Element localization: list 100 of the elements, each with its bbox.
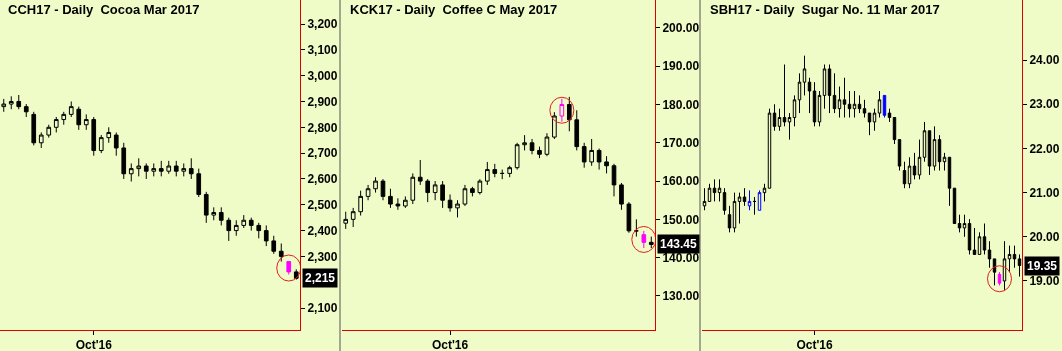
candlestick bbox=[1007, 245, 1012, 273]
candlestick bbox=[762, 183, 767, 202]
candlestick bbox=[872, 108, 877, 132]
candlestick bbox=[827, 64, 832, 114]
candlestick bbox=[1002, 240, 1007, 291]
candlestick bbox=[365, 184, 371, 201]
candlestick bbox=[972, 227, 977, 255]
annotation: 143.45 bbox=[660, 237, 698, 251]
candlestick bbox=[962, 214, 967, 238]
candlestick bbox=[278, 243, 284, 263]
candlestick bbox=[922, 121, 927, 163]
candlestick bbox=[440, 180, 445, 209]
candlestick bbox=[455, 199, 460, 218]
candlestick bbox=[218, 206, 224, 226]
candlestick bbox=[388, 188, 393, 209]
y-tick-label: 24.00 bbox=[1029, 53, 1060, 68]
candlestick bbox=[992, 258, 997, 286]
y-tick-label: 140.00 bbox=[662, 250, 700, 265]
candlestick bbox=[113, 131, 119, 157]
y-tick-label: 200.00 bbox=[662, 21, 700, 36]
candlestick bbox=[947, 156, 952, 207]
candlestick bbox=[877, 90, 882, 119]
y-tick-label: 22.00 bbox=[1029, 141, 1060, 156]
candlestick bbox=[271, 235, 277, 255]
y-tick-label: 2,900 bbox=[307, 94, 338, 109]
candlestick bbox=[196, 168, 202, 198]
candlestick bbox=[837, 86, 842, 119]
candlestick bbox=[832, 72, 837, 114]
candlestick bbox=[91, 116, 97, 157]
y-tick-label: 2,400 bbox=[307, 223, 338, 238]
candlestick bbox=[537, 146, 542, 159]
candlestick bbox=[942, 152, 947, 172]
candlestick bbox=[373, 176, 378, 194]
candlestick bbox=[425, 178, 431, 203]
chart-title: CCH17 - Daily Cocoa Mar 2017 bbox=[8, 2, 200, 17]
y-tick-label: 150.00 bbox=[662, 212, 700, 227]
y-tick-label: 180.00 bbox=[662, 97, 700, 112]
candlestick bbox=[53, 116, 59, 133]
candlestick bbox=[907, 156, 912, 189]
candlestick bbox=[604, 155, 609, 174]
annotation: 2,215 bbox=[305, 271, 336, 285]
candlestick bbox=[822, 64, 827, 110]
candlestick bbox=[529, 138, 535, 155]
candlestick bbox=[410, 172, 416, 205]
candlestick bbox=[817, 90, 822, 127]
candlestick bbox=[358, 190, 363, 217]
candlestick bbox=[772, 103, 777, 132]
candlestick bbox=[485, 161, 490, 186]
candlestick bbox=[787, 112, 792, 141]
candlestick bbox=[499, 169, 505, 180]
candlestick bbox=[256, 222, 262, 239]
candlestick bbox=[514, 142, 520, 171]
y-tick-label: 3,200 bbox=[307, 17, 338, 32]
candlestick bbox=[987, 240, 992, 269]
y-tick-label: 3,100 bbox=[307, 43, 338, 58]
candlestick bbox=[233, 219, 239, 237]
candlestick bbox=[166, 160, 172, 175]
candlestick bbox=[143, 162, 149, 180]
candlestick bbox=[38, 131, 44, 149]
candlestick bbox=[967, 218, 972, 255]
candlestick bbox=[477, 178, 483, 195]
candlestick bbox=[927, 130, 932, 176]
candlestick bbox=[937, 134, 942, 172]
candlestick bbox=[1017, 253, 1022, 278]
candlestick bbox=[263, 224, 269, 247]
y-tick-label: 170.00 bbox=[662, 136, 700, 150]
y-tick-label: 2,700 bbox=[307, 146, 338, 161]
y-tick-label: 130.00 bbox=[662, 289, 700, 304]
candlestick bbox=[98, 134, 104, 154]
candlestick bbox=[8, 95, 14, 110]
candlestick bbox=[76, 106, 82, 131]
candlestick bbox=[702, 187, 707, 211]
candlestick bbox=[732, 192, 737, 233]
candlestick bbox=[611, 163, 617, 197]
candlestick bbox=[777, 108, 782, 132]
candlestick bbox=[727, 205, 732, 233]
y-tick-label: 23.00 bbox=[1029, 97, 1060, 112]
candlestick bbox=[648, 236, 654, 249]
candlestick bbox=[747, 189, 752, 211]
candlestick bbox=[211, 206, 217, 221]
candlestick bbox=[802, 55, 807, 96]
candlestick bbox=[559, 98, 565, 123]
y-tick-label: 190.00 bbox=[662, 59, 700, 74]
chart-title: SBH17 - Daily Sugar No. 11 Mar 2017 bbox=[710, 2, 940, 17]
candlestick bbox=[83, 113, 89, 131]
candlestick bbox=[128, 162, 134, 183]
y-tick-label: 160.00 bbox=[662, 174, 700, 189]
candlestick bbox=[997, 271, 1002, 286]
candlestick bbox=[912, 152, 917, 180]
candlestick bbox=[343, 211, 349, 230]
candlestick bbox=[887, 108, 892, 123]
candlestick bbox=[248, 217, 254, 232]
candlestick bbox=[380, 178, 386, 201]
candlestick bbox=[151, 162, 157, 177]
candlestick bbox=[957, 214, 962, 233]
candlestick bbox=[507, 165, 512, 178]
candlestick bbox=[566, 96, 572, 132]
y-tick-label: 3,000 bbox=[307, 68, 338, 83]
candlestick bbox=[982, 223, 987, 255]
candlestick bbox=[1012, 245, 1017, 269]
